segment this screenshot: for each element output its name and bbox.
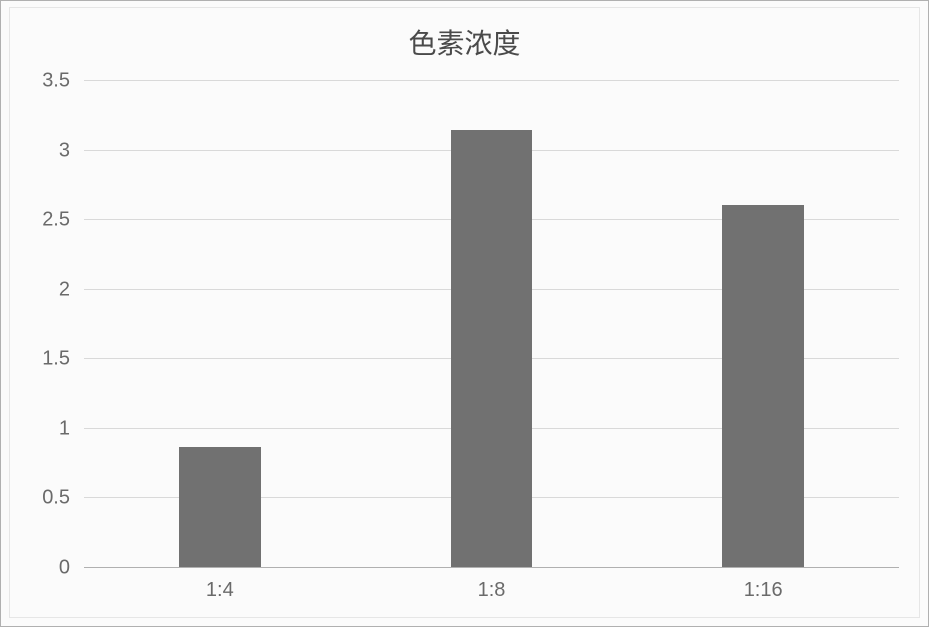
x-tick-label: 1:8: [478, 579, 506, 602]
y-tick-label: 1: [59, 417, 70, 440]
x-tick-label: 1:16: [744, 579, 783, 602]
bars-layer: [84, 80, 899, 567]
grid-line: 0: [84, 567, 899, 568]
chart-title: 色素浓度: [10, 8, 919, 72]
x-tick-label: 1:4: [206, 579, 234, 602]
y-tick-label: 3: [59, 139, 70, 162]
y-tick-label: 1.5: [42, 348, 70, 371]
y-tick-label: 0.5: [42, 487, 70, 510]
y-tick-label: 0: [59, 557, 70, 580]
y-tick-label: 2.5: [42, 209, 70, 232]
plot-area: 00.511.522.533.5 1:41:81:16: [84, 80, 899, 567]
bar: [451, 130, 533, 567]
chart-container: 色素浓度 00.511.522.533.5 1:41:81:16: [0, 0, 929, 627]
bar: [179, 447, 261, 567]
chart-inner-frame: 色素浓度 00.511.522.533.5 1:41:81:16: [9, 7, 920, 618]
bar: [722, 205, 804, 567]
y-tick-label: 3.5: [42, 70, 70, 93]
y-tick-label: 2: [59, 278, 70, 301]
